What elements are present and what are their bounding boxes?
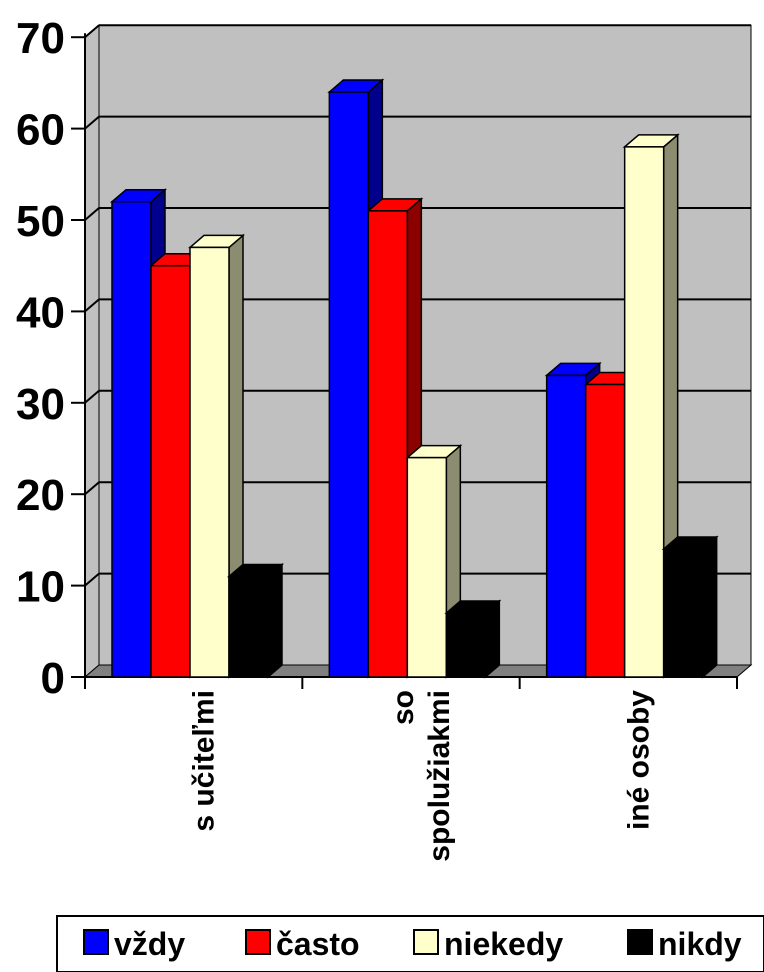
- bar-front: [623, 146, 665, 678]
- bar-front: [328, 91, 370, 678]
- bar-front: [367, 210, 409, 678]
- x-category-label: so: [387, 690, 420, 725]
- legend-swatch: [83, 929, 109, 955]
- y-tick-label: 20: [16, 471, 65, 520]
- bar-front: [662, 548, 704, 678]
- legend-label: vždy: [114, 926, 185, 962]
- bars: [109, 78, 719, 679]
- y-tick-label: 70: [16, 14, 65, 63]
- bar-front: [150, 264, 191, 678]
- legend-swatch: [413, 929, 439, 955]
- legend-label: niekedy: [444, 926, 563, 962]
- gridline-side: [84, 572, 100, 587]
- bar-front: [545, 374, 587, 678]
- gridline-side: [84, 115, 100, 130]
- gridline-side: [84, 24, 100, 38]
- bar: [226, 562, 285, 679]
- legend-swatch: [627, 929, 653, 955]
- y-tick-label: 60: [16, 106, 65, 155]
- bar-front: [228, 575, 269, 678]
- legend-label: nikdy: [658, 926, 742, 962]
- x-category-label: spolužiakmi: [423, 690, 456, 862]
- bar-side: [701, 535, 718, 679]
- legend: vždy často niekedy nikdy: [56, 915, 764, 972]
- bar-front: [445, 612, 487, 678]
- x-category-label: s učiteľmi: [188, 690, 221, 832]
- gridline-side: [84, 298, 100, 313]
- y-tick-label: 0: [41, 654, 65, 703]
- y-tick-label: 10: [16, 563, 65, 612]
- x-category-label: iné osoby: [622, 690, 655, 830]
- gridline-side: [84, 207, 100, 221]
- bar-front: [584, 383, 626, 678]
- bar-side: [267, 562, 283, 679]
- legend-label: často: [276, 926, 360, 962]
- bar-front: [189, 246, 230, 678]
- bar-front: [406, 456, 448, 678]
- bar: [661, 535, 719, 679]
- legend-swatch: [245, 929, 271, 955]
- bar-side: [484, 599, 501, 679]
- x-axis-categories: s učiteľmi so spolužiakmi iné osoby: [84, 677, 738, 862]
- y-tick-label: 50: [16, 197, 65, 246]
- gridline-side: [84, 390, 100, 404]
- bar: [622, 133, 680, 679]
- bar: [366, 197, 424, 679]
- bar-front: [111, 200, 152, 678]
- gridline-side: [84, 481, 100, 495]
- y-tick-label: 40: [16, 288, 65, 337]
- bar: [444, 599, 502, 679]
- y-axis-ticks: 0 10 20 30 40 50 60 70: [16, 14, 85, 703]
- y-tick-label: 30: [16, 380, 65, 429]
